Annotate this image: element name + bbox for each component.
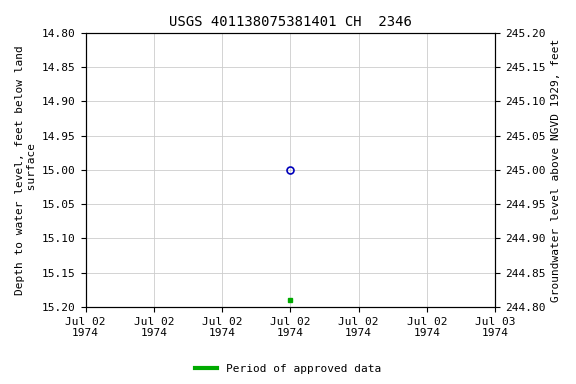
Legend: Period of approved data: Period of approved data: [191, 359, 385, 379]
Title: USGS 401138075381401 CH  2346: USGS 401138075381401 CH 2346: [169, 15, 412, 29]
Y-axis label: Groundwater level above NGVD 1929, feet: Groundwater level above NGVD 1929, feet: [551, 38, 561, 301]
Y-axis label: Depth to water level, feet below land
 surface: Depth to water level, feet below land su…: [15, 45, 37, 295]
